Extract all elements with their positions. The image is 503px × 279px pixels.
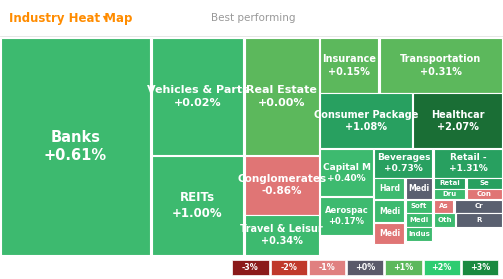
FancyBboxPatch shape — [405, 213, 432, 227]
Text: Consumer Package
+1.08%: Consumer Package +1.08% — [314, 110, 418, 132]
FancyBboxPatch shape — [320, 197, 373, 235]
Text: R: R — [477, 217, 482, 223]
FancyBboxPatch shape — [374, 178, 404, 199]
Text: Beverages
+0.73%: Beverages +0.73% — [377, 153, 430, 173]
FancyBboxPatch shape — [151, 38, 243, 155]
FancyBboxPatch shape — [374, 200, 404, 222]
FancyBboxPatch shape — [374, 149, 432, 178]
Text: +2%: +2% — [432, 263, 452, 272]
FancyBboxPatch shape — [455, 200, 502, 213]
FancyBboxPatch shape — [413, 93, 502, 148]
FancyBboxPatch shape — [320, 93, 411, 148]
FancyBboxPatch shape — [271, 260, 307, 275]
Text: Healthcar
+2.07%: Healthcar +2.07% — [431, 110, 484, 132]
FancyBboxPatch shape — [244, 155, 318, 215]
FancyBboxPatch shape — [151, 155, 243, 255]
Text: Dru: Dru — [442, 191, 457, 197]
Text: Hard: Hard — [379, 184, 400, 193]
Text: ▾: ▾ — [9, 13, 108, 23]
Text: Best performing: Best performing — [211, 13, 296, 23]
FancyBboxPatch shape — [347, 260, 383, 275]
Text: Medi: Medi — [379, 207, 400, 216]
Text: Retai: Retai — [439, 181, 460, 186]
Text: Cr: Cr — [474, 203, 483, 209]
FancyBboxPatch shape — [244, 215, 318, 255]
Text: Retail -
+1.31%: Retail - +1.31% — [449, 153, 487, 173]
FancyBboxPatch shape — [232, 260, 269, 275]
FancyBboxPatch shape — [434, 189, 465, 199]
Text: Soft: Soft — [411, 203, 427, 209]
Text: Oth: Oth — [437, 217, 452, 223]
FancyBboxPatch shape — [244, 38, 318, 155]
Text: +1%: +1% — [393, 263, 413, 272]
Text: As: As — [439, 203, 449, 209]
Text: Aerospac
+0.17%: Aerospac +0.17% — [325, 206, 368, 226]
Text: Se: Se — [479, 181, 489, 186]
FancyBboxPatch shape — [405, 178, 432, 199]
Text: Insurance
+0.15%: Insurance +0.15% — [322, 54, 376, 77]
FancyBboxPatch shape — [405, 200, 432, 213]
Text: Travel & Leisur
+0.34%: Travel & Leisur +0.34% — [240, 224, 323, 246]
FancyBboxPatch shape — [424, 260, 460, 275]
Text: +3%: +3% — [470, 263, 490, 272]
FancyBboxPatch shape — [466, 178, 502, 189]
Text: Vehicles & Parts
+0.02%: Vehicles & Parts +0.02% — [146, 85, 248, 108]
FancyBboxPatch shape — [466, 189, 502, 199]
Text: Indus: Indus — [408, 231, 430, 237]
FancyBboxPatch shape — [374, 223, 404, 244]
FancyBboxPatch shape — [320, 149, 373, 196]
Text: Medi: Medi — [409, 217, 429, 223]
Text: Industry Heat Map: Industry Heat Map — [9, 12, 132, 25]
Text: Banks
+0.61%: Banks +0.61% — [44, 130, 107, 163]
FancyBboxPatch shape — [434, 149, 502, 178]
Text: +0%: +0% — [355, 263, 375, 272]
Text: Medi: Medi — [408, 184, 430, 193]
FancyBboxPatch shape — [405, 227, 432, 241]
FancyBboxPatch shape — [320, 38, 378, 93]
FancyBboxPatch shape — [434, 200, 453, 213]
Text: Transportation
+0.31%: Transportation +0.31% — [400, 54, 481, 77]
Text: Medi: Medi — [379, 229, 400, 238]
Text: -1%: -1% — [318, 263, 336, 272]
Text: -2%: -2% — [280, 263, 297, 272]
FancyBboxPatch shape — [462, 260, 498, 275]
FancyBboxPatch shape — [1, 38, 150, 255]
Text: REITs
+1.00%: REITs +1.00% — [172, 191, 223, 220]
Text: Capital M
+0.40%: Capital M +0.40% — [322, 163, 371, 183]
FancyBboxPatch shape — [309, 260, 345, 275]
Text: -3%: -3% — [242, 263, 259, 272]
Text: Conglomerates
-0.86%: Conglomerates -0.86% — [237, 174, 326, 196]
Text: Con: Con — [477, 191, 492, 197]
FancyBboxPatch shape — [434, 213, 455, 227]
FancyBboxPatch shape — [456, 213, 502, 227]
Text: Real Estate
+0.00%: Real Estate +0.00% — [246, 85, 317, 108]
FancyBboxPatch shape — [385, 260, 422, 275]
FancyBboxPatch shape — [434, 178, 465, 189]
FancyBboxPatch shape — [379, 38, 502, 93]
